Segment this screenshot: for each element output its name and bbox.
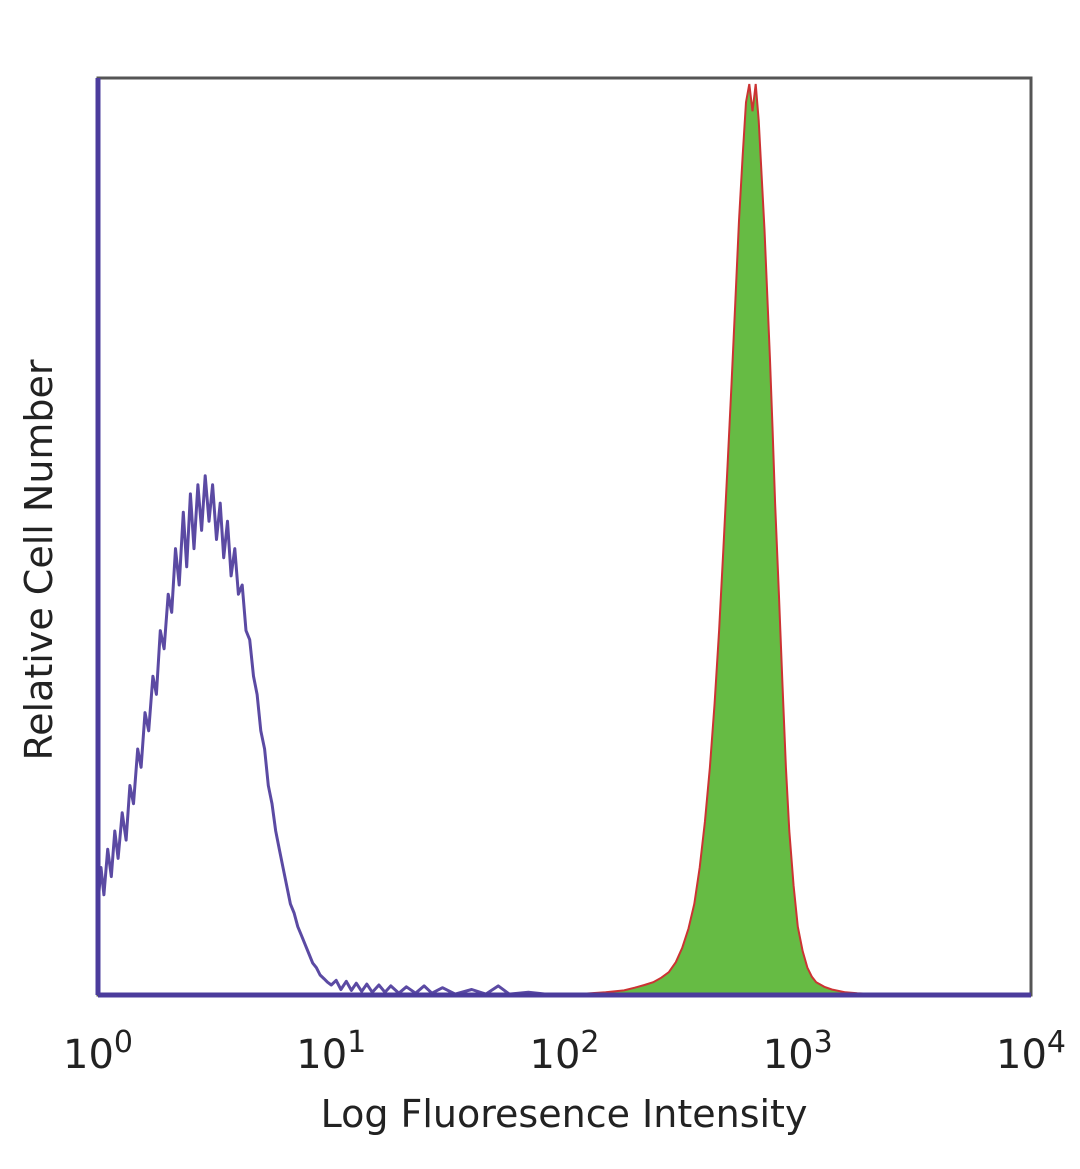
series-layer <box>96 83 1031 997</box>
x-tick-labels: 100 101 102 103 104 <box>63 1025 1066 1078</box>
stained-histogram-area <box>98 83 1031 996</box>
x-tick-label: 101 <box>296 1025 366 1078</box>
x-tick-label: 100 <box>63 1025 133 1078</box>
plot-frame <box>96 76 1033 997</box>
x-tick-label: 102 <box>530 1025 600 1078</box>
control-histogram-line <box>96 474 1031 997</box>
y-axis-title: Relative Cell Number <box>17 359 61 760</box>
x-tick-label: 103 <box>763 1025 833 1078</box>
x-tick-label: 104 <box>996 1025 1066 1078</box>
x-axis-title: Log Fluoresence Intensity <box>321 1092 808 1136</box>
